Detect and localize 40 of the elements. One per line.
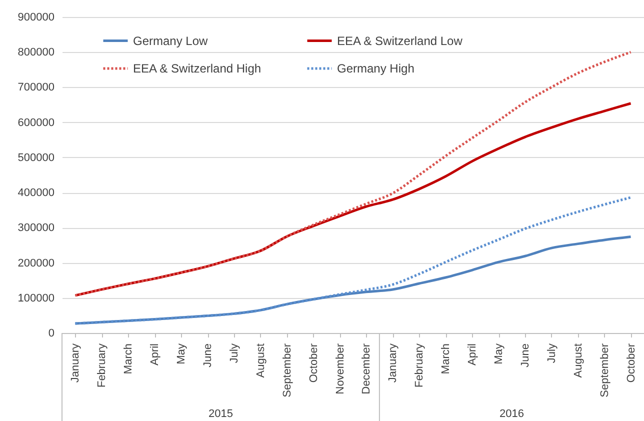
- x-tick-label: January: [387, 343, 400, 383]
- x-tick-label: June: [519, 344, 532, 368]
- legend-label: Germany High: [337, 62, 414, 76]
- y-tick-label: 800000: [18, 46, 54, 59]
- x-tick-label: September: [598, 343, 611, 398]
- x-tick-label: August: [254, 344, 267, 378]
- x-tick-label: October: [308, 343, 320, 383]
- x-tick-label: July: [546, 343, 558, 364]
- x-tick-label: January: [70, 343, 82, 383]
- line-series: [74, 50, 632, 297]
- x-tick-label: March: [122, 344, 135, 374]
- y-tick-label: 900000: [18, 12, 54, 24]
- x-tick-label: December: [360, 343, 373, 394]
- text: 2016: [499, 408, 524, 420]
- y-tick-label: 300000: [18, 222, 54, 234]
- x-tick-label: May: [176, 343, 188, 364]
- legend-label: Germany Low: [133, 34, 208, 48]
- y-tick-label: 200000: [18, 257, 54, 270]
- x-tick-label: February: [96, 343, 108, 388]
- y-tick-label: 400000: [18, 187, 54, 200]
- x-tick-label: May: [493, 343, 505, 364]
- x-tick-label: August: [572, 344, 584, 378]
- y-tick-label: 700000: [18, 82, 54, 94]
- x-tick-label: September: [281, 343, 294, 398]
- legend-label: EEA & Switzerland Low: [337, 34, 463, 48]
- y-tick-label: 500000: [18, 152, 54, 164]
- x-tick-label: November: [334, 343, 346, 394]
- x-tick-label: June: [202, 344, 214, 368]
- y-tick-label: 600000: [18, 116, 54, 129]
- x-tick-label: March: [440, 344, 452, 374]
- x-tick-label: April: [466, 344, 479, 366]
- x-tick-label: July: [228, 343, 240, 364]
- x-tick-label: October: [625, 343, 638, 383]
- y-tick-label: 100000: [18, 292, 54, 304]
- text: 2015: [208, 408, 233, 420]
- legend-label: EEA & Switzerland High: [133, 62, 262, 76]
- y-tick-label: 0: [48, 328, 54, 340]
- x-tick-label: April: [149, 344, 162, 366]
- x-tick-label: February: [414, 343, 426, 388]
- line-series: [74, 196, 632, 325]
